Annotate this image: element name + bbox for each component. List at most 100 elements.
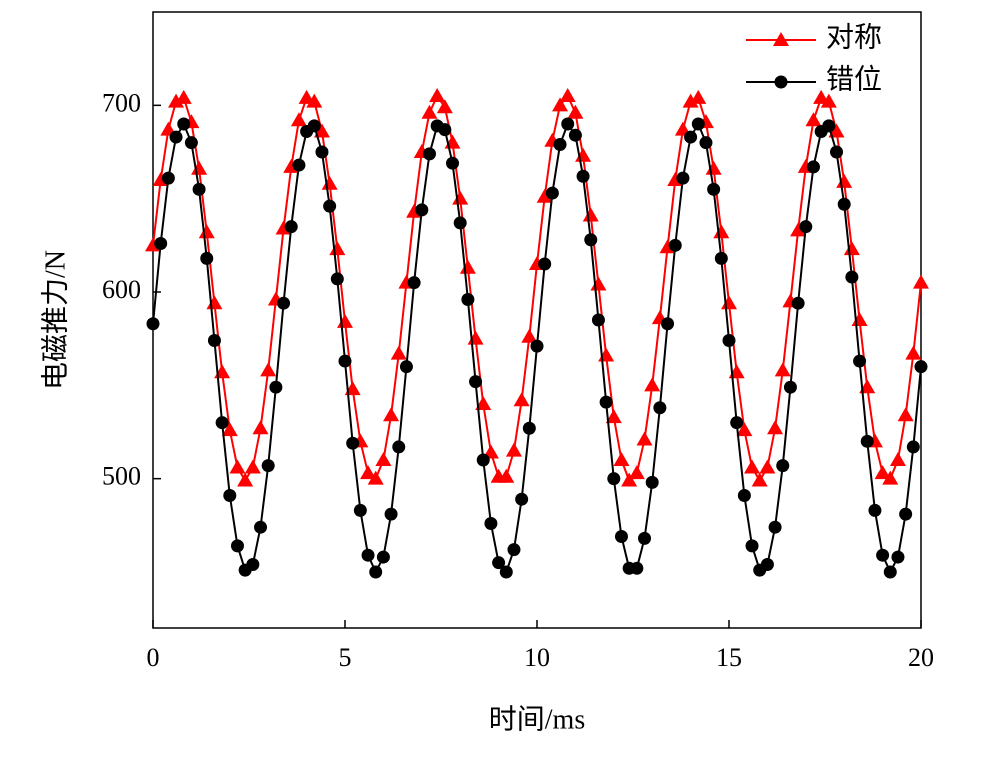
- data-point: [207, 334, 221, 348]
- data-point: [699, 136, 713, 150]
- data-point: [874, 465, 891, 480]
- data-point: [607, 472, 621, 486]
- y-axis-label: 电磁推力/N: [39, 250, 71, 390]
- data-point: [177, 117, 191, 131]
- data-point: [707, 182, 721, 196]
- data-point: [452, 190, 469, 205]
- data-point: [751, 472, 768, 487]
- data-point: [260, 362, 277, 377]
- data-point: [661, 317, 675, 331]
- data-point: [591, 313, 605, 327]
- data-point: [429, 88, 446, 102]
- y-tick-label: 600: [102, 275, 141, 304]
- data-point: [361, 548, 375, 562]
- data-point: [184, 136, 198, 150]
- data-point: [559, 88, 576, 102]
- data-point: [515, 492, 529, 506]
- data-point: [645, 475, 659, 489]
- data-point: [338, 354, 352, 368]
- data-point: [215, 416, 229, 430]
- data-point: [323, 199, 337, 213]
- data-point: [822, 119, 836, 133]
- data-point: [469, 375, 483, 389]
- data-point: [321, 175, 338, 190]
- data-point: [421, 104, 438, 119]
- data-point: [461, 292, 475, 306]
- data-point: [446, 156, 460, 170]
- data-point: [613, 452, 630, 466]
- data-point: [883, 565, 897, 579]
- data-point: [492, 556, 506, 570]
- x-axis-label: 时间/ms: [489, 703, 585, 735]
- data-point: [422, 147, 436, 161]
- data-point: [536, 188, 553, 203]
- data-point: [914, 360, 928, 374]
- data-point: [853, 354, 867, 368]
- data-point: [390, 345, 407, 360]
- series: [146, 117, 928, 579]
- data-point: [690, 89, 707, 104]
- data-point: [584, 233, 598, 247]
- data-point: [284, 220, 298, 234]
- data-point: [845, 270, 859, 284]
- legend-label: 对称: [826, 21, 882, 53]
- data-point: [767, 420, 784, 435]
- data-point: [806, 160, 820, 174]
- data-point: [876, 548, 890, 562]
- data-point: [628, 465, 645, 480]
- data-point: [713, 224, 730, 239]
- data-point: [567, 104, 584, 119]
- data-point: [484, 516, 498, 530]
- data-point: [905, 345, 922, 360]
- data-point: [459, 259, 476, 274]
- data-point: [246, 558, 260, 572]
- data-point: [168, 93, 185, 108]
- x-tick-label: 10: [524, 643, 550, 672]
- data-point: [582, 207, 599, 222]
- data-point: [307, 119, 321, 133]
- data-point: [292, 158, 306, 172]
- data-point: [721, 295, 737, 310]
- data-point: [913, 274, 929, 289]
- data-point: [367, 470, 384, 485]
- data-point: [306, 93, 323, 108]
- data-point: [553, 138, 567, 152]
- data-point: [223, 488, 237, 502]
- y-tick-label: 700: [102, 88, 141, 117]
- data-point: [206, 295, 223, 310]
- data-point: [146, 317, 160, 331]
- data-point: [730, 416, 744, 430]
- data-point: [269, 380, 283, 394]
- data-point: [453, 216, 467, 230]
- legend-marker: [773, 32, 789, 46]
- data-point: [360, 465, 377, 480]
- legend-label: 错位: [826, 63, 882, 95]
- data-point: [252, 420, 269, 435]
- data-point: [599, 395, 613, 409]
- data-point: [776, 459, 790, 473]
- data-point: [499, 565, 513, 579]
- data-point: [737, 488, 751, 502]
- data-point: [475, 396, 492, 410]
- data-point: [630, 561, 644, 575]
- data-point: [330, 272, 344, 286]
- data-point: [605, 409, 622, 424]
- data-point: [505, 442, 522, 457]
- data-point: [745, 539, 759, 553]
- data-point: [513, 392, 530, 407]
- data-point: [369, 565, 383, 579]
- data-point: [383, 407, 400, 422]
- data-point: [691, 117, 705, 131]
- data-point: [315, 145, 329, 159]
- data-point: [891, 550, 905, 564]
- x-tick-label: 15: [716, 643, 742, 672]
- data-point: [538, 257, 552, 271]
- data-point: [790, 222, 807, 237]
- data-point: [590, 276, 607, 291]
- data-point: [799, 220, 813, 234]
- data-point: [830, 145, 844, 159]
- data-point: [407, 276, 421, 290]
- data-point: [375, 452, 392, 466]
- x-tick-label: 20: [908, 643, 934, 672]
